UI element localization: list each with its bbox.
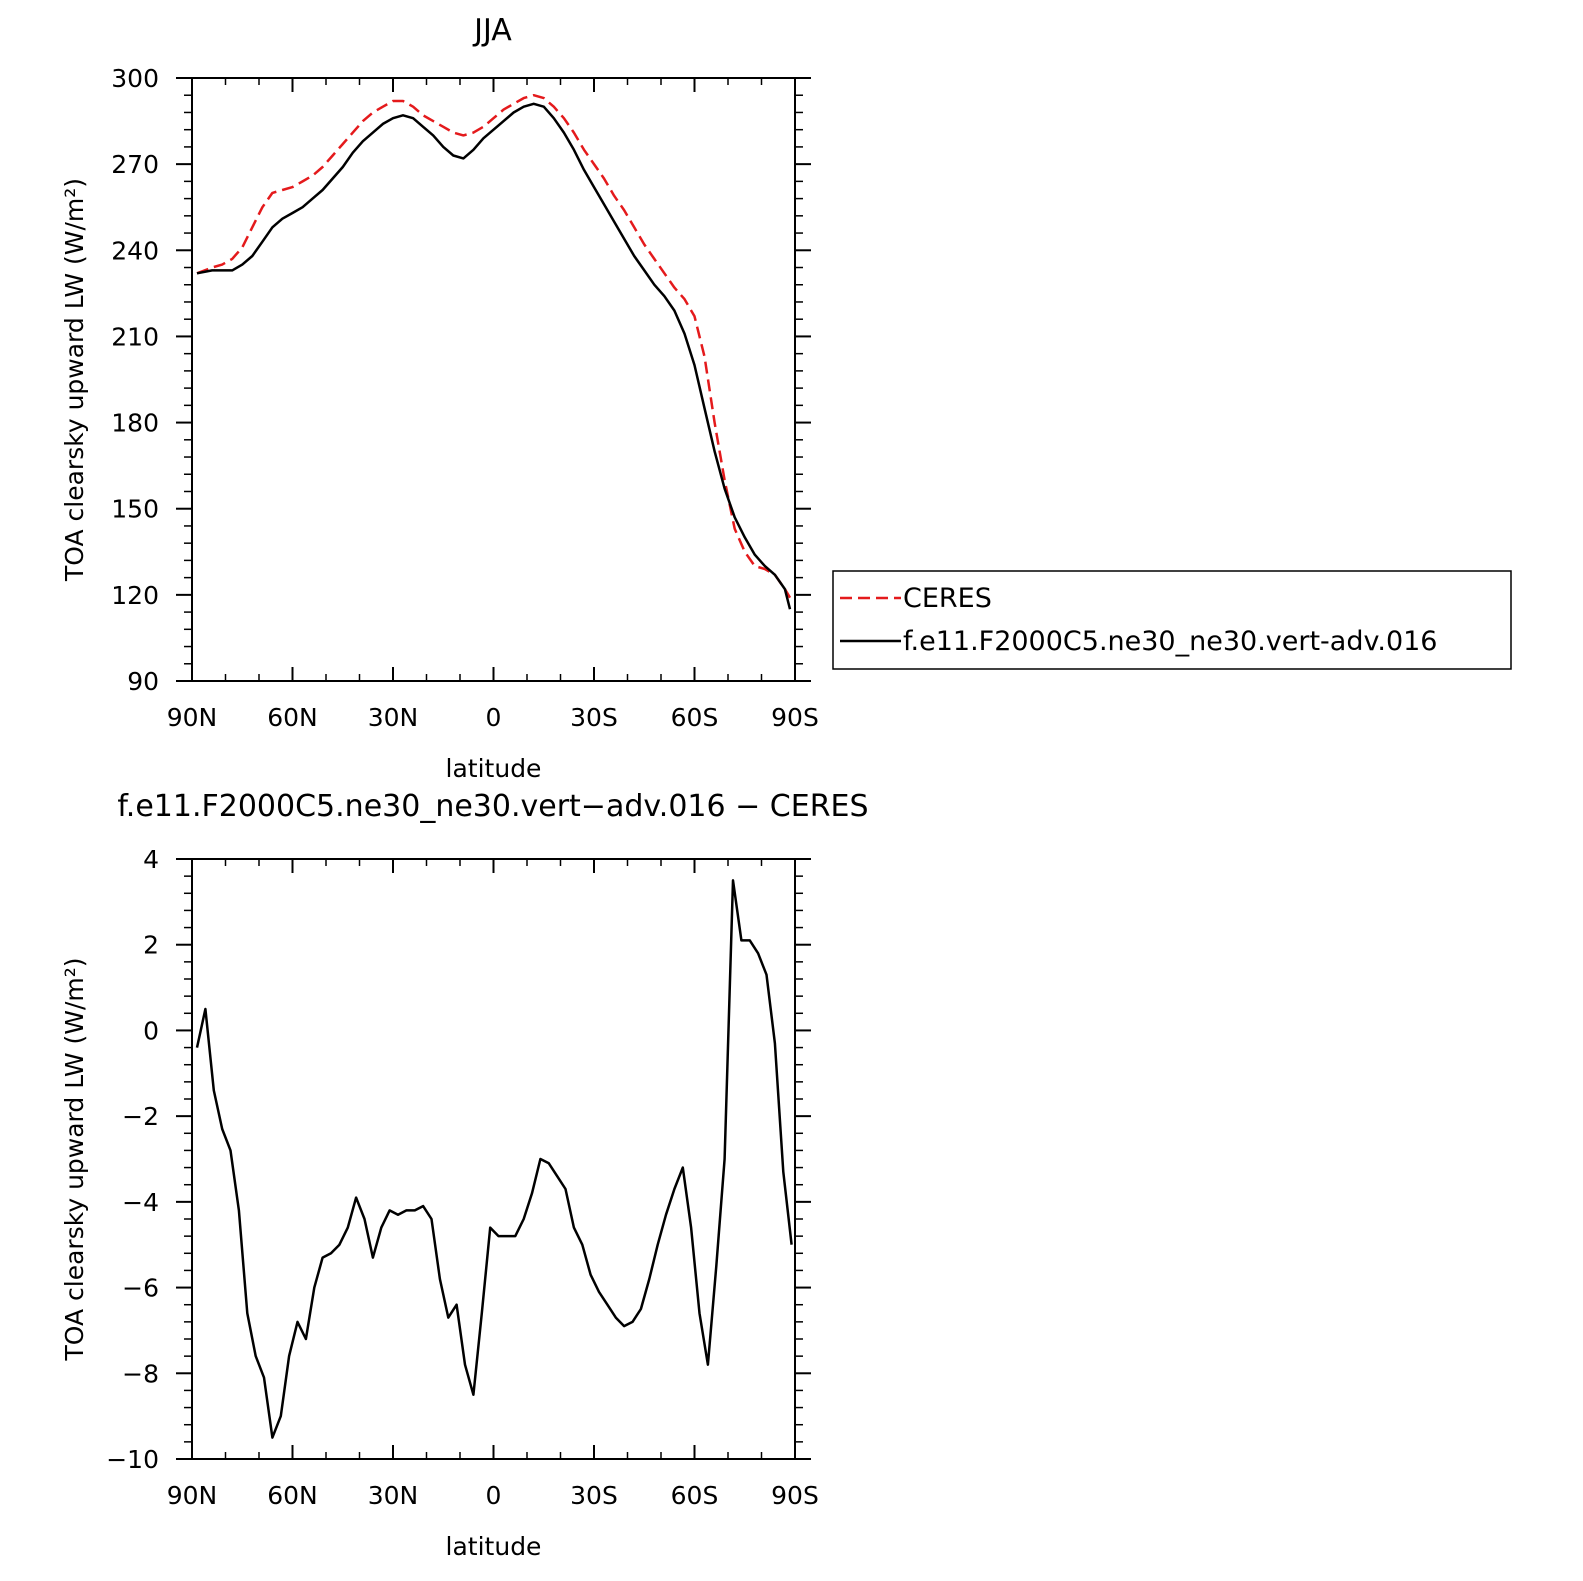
x-axis-label: latitude <box>446 754 542 783</box>
x-tick-label: 0 <box>486 703 502 732</box>
legend: CERES f.e11.F2000C5.ne30_ne30.vert-adv.01… <box>832 570 1512 670</box>
y-tick-label: 210 <box>111 322 159 351</box>
y-axis-label: TOA clearsky upward LW (W/m²) <box>60 957 89 1361</box>
y-tick-label: −6 <box>122 1274 159 1303</box>
plot-frame <box>191 858 796 1460</box>
y-tick-label: 2 <box>143 931 159 960</box>
y-tick-label: −2 <box>122 1102 159 1131</box>
x-tick-label: 30S <box>570 703 618 732</box>
x-tick-label: 90N <box>167 703 218 732</box>
y-tick-label: 150 <box>111 495 159 524</box>
series-line-difference <box>195 879 793 1439</box>
series-line-ceres <box>196 93 792 599</box>
x-tick-label: 30S <box>570 1481 618 1510</box>
x-tick-label: 90S <box>771 703 819 732</box>
y-tick-label: 180 <box>111 409 159 438</box>
y-tick-label: 270 <box>111 150 159 179</box>
x-tick-label: 90N <box>167 1481 218 1510</box>
y-tick-label: 0 <box>143 1016 159 1045</box>
legend-label: f.e11.F2000C5.ne30_ne30.vert-adv.016 <box>903 626 1437 657</box>
chart-title: f.e11.F2000C5.ne30_ne30.vert−adv.016 − C… <box>117 789 868 824</box>
x-tick-label: 0 <box>486 1481 502 1510</box>
y-axis-label: TOA clearsky upward LW (W/m²) <box>60 178 89 582</box>
y-tick-label: 300 <box>111 64 159 93</box>
plot-frame <box>191 77 796 682</box>
x-tick-label: 60S <box>671 703 719 732</box>
legend-label: CERES <box>903 583 992 614</box>
panel-2: f.e11.F2000C5.ne30_ne30.vert−adv.016 − C… <box>60 789 869 1561</box>
x-tick-label: 60N <box>267 1481 318 1510</box>
x-tick-label: 60S <box>671 1481 719 1510</box>
x-tick-label: 60N <box>267 703 318 732</box>
chart-title: JJA <box>472 13 512 48</box>
y-tick-label: −10 <box>106 1445 159 1474</box>
legend-box <box>832 570 1512 670</box>
y-tick-label: −8 <box>122 1359 159 1388</box>
x-tick-label: 30N <box>368 703 419 732</box>
x-tick-label: 30N <box>368 1481 419 1510</box>
y-tick-label: 4 <box>143 845 159 874</box>
series-line-f-e11-f2000c5-ne30-ne30-vert-adv-016 <box>196 102 792 610</box>
y-tick-label: −4 <box>122 1188 159 1217</box>
x-axis-label: latitude <box>446 1532 542 1561</box>
y-tick-label: 90 <box>127 667 159 696</box>
x-tick-label: 90S <box>771 1481 819 1510</box>
y-tick-label: 240 <box>111 236 159 265</box>
panel-1: JJA 90N 60N 30N 0 30S 60S 90S 90 120 150 180 210 240 2… <box>60 13 1512 783</box>
y-tick-label: 120 <box>111 581 159 610</box>
